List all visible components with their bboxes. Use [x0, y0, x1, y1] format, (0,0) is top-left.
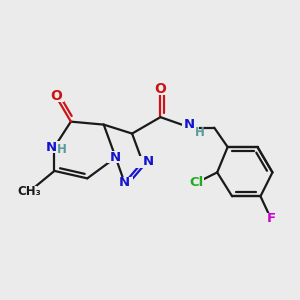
- Text: F: F: [266, 212, 275, 225]
- FancyBboxPatch shape: [107, 152, 124, 164]
- FancyBboxPatch shape: [263, 213, 279, 225]
- Text: N: N: [45, 140, 56, 154]
- Text: Cl: Cl: [189, 176, 203, 189]
- FancyBboxPatch shape: [188, 177, 205, 189]
- FancyBboxPatch shape: [182, 122, 199, 134]
- FancyBboxPatch shape: [116, 177, 133, 189]
- Text: O: O: [50, 89, 62, 103]
- Text: H: H: [57, 143, 67, 156]
- Text: N: N: [142, 155, 154, 168]
- FancyBboxPatch shape: [48, 90, 64, 102]
- Text: N: N: [110, 151, 121, 164]
- FancyBboxPatch shape: [46, 141, 63, 153]
- Text: H: H: [195, 126, 205, 139]
- Text: CH₃: CH₃: [17, 185, 41, 198]
- Text: O: O: [154, 82, 166, 96]
- Text: N: N: [183, 118, 194, 130]
- FancyBboxPatch shape: [21, 186, 37, 198]
- FancyBboxPatch shape: [152, 83, 169, 95]
- Text: N: N: [119, 176, 130, 189]
- FancyBboxPatch shape: [134, 156, 151, 168]
